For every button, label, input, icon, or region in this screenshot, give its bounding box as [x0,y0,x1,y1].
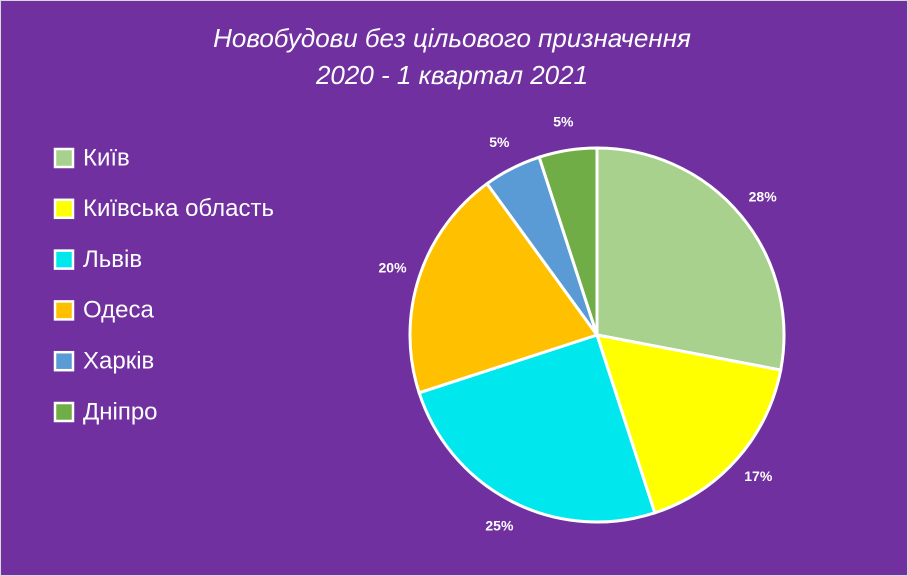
legend-swatch [53,350,75,372]
data-label: 25% [485,517,514,533]
pie-slice [537,146,599,336]
legend-label: Дніпро [83,398,158,425]
legend-label: Одеса [83,297,154,324]
legend-swatch [53,198,75,220]
data-label: 5% [553,113,574,129]
legend-swatch [53,147,75,169]
pie-slice [594,333,783,515]
chart-title: Новобудови без цільового призначення [213,23,691,53]
pie-slice [595,146,786,372]
data-label: 28% [749,189,778,205]
pie-slice [408,181,600,395]
legend-swatch [53,300,75,321]
legend-label: Київська область [83,195,274,222]
data-label: 5% [489,134,510,150]
chart-title: 2020 - 1 квартал 2021 [315,60,588,90]
legend-label: Київ [83,144,130,171]
legend-label: Львів [83,246,142,273]
pie-slice [417,333,657,524]
legend-swatch [53,401,75,423]
legend-label: Харків [83,348,154,375]
data-label: 17% [744,468,773,484]
data-label: 20% [379,259,408,275]
legend-swatch [53,249,75,270]
